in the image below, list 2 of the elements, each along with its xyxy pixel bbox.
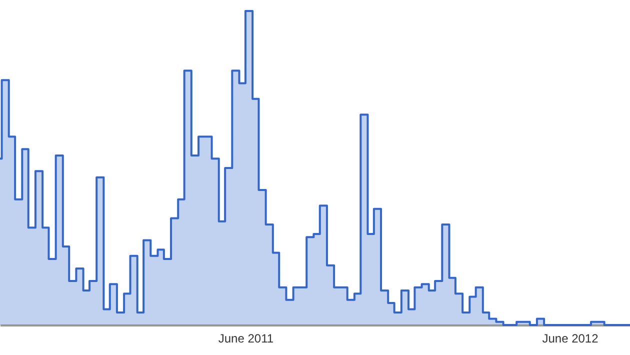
x-tick-label: June 2011	[218, 332, 274, 346]
x-tick-label: June 2012	[542, 332, 599, 346]
